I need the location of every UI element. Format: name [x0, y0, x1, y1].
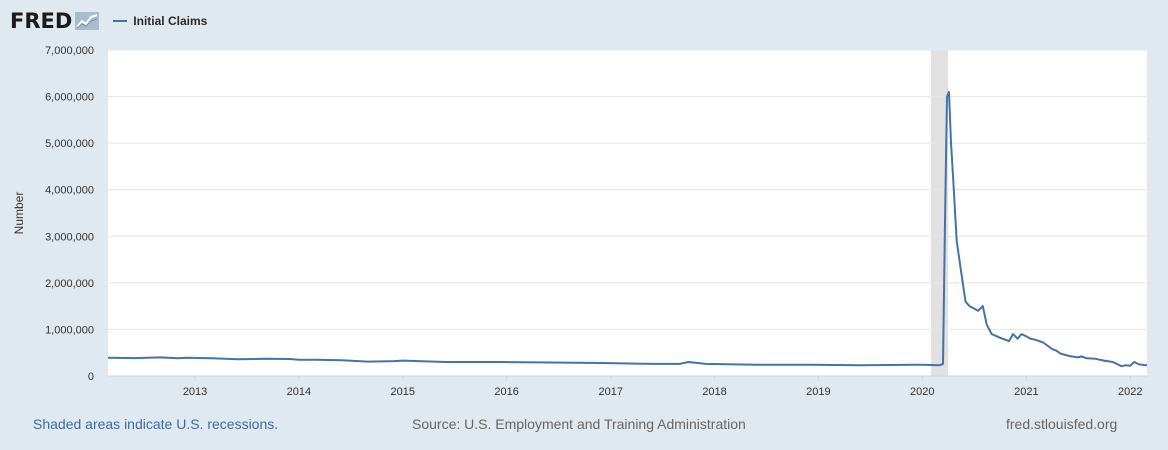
x-tick-label: 2020 [910, 386, 934, 398]
y-tick-label: 6,000,000 [45, 92, 94, 104]
y-tick-label: 2,000,000 [45, 278, 94, 290]
x-tick-label: 2021 [1014, 386, 1038, 398]
x-tick-label: 2017 [598, 386, 622, 398]
chart-footer: Shaded areas indicate U.S. recessions. S… [0, 416, 1168, 436]
series-line-initial-claims[interactable] [107, 90, 1148, 368]
fred-graph-icon [75, 12, 100, 30]
y-tick-label: 1,000,000 [45, 324, 94, 336]
x-tick-label: 2022 [1118, 386, 1142, 398]
y-axis: 0 1,000,000 2,000,000 3,000,000 4,000,000 5,0… [45, 45, 94, 383]
line-chart[interactable]: 0 1,000,000 2,000,000 3,000,000 4,000,000 5,0… [0, 0, 1168, 410]
x-tick-label: 2016 [494, 386, 518, 398]
x-tick-label: 2018 [702, 386, 726, 398]
y-axis-label: Number [12, 192, 26, 235]
y-tick-label: 4,000,000 [45, 185, 94, 197]
y-tick-label: 5,000,000 [45, 138, 94, 150]
fred-logo[interactable]: FRED [10, 9, 100, 33]
fred-url[interactable]: fred.stlouisfed.org [1006, 416, 1118, 432]
legend-swatch [113, 20, 128, 22]
plot-area [108, 50, 1147, 376]
legend[interactable]: Initial Claims [113, 14, 207, 28]
y-tick-label: 7,000,000 [45, 45, 94, 57]
series [107, 90, 1148, 368]
x-tick-label: 2014 [287, 386, 311, 398]
chart-header: FRED Initial Claims [10, 8, 207, 34]
fred-logo-text: FRED [10, 9, 73, 33]
legend-label-initial-claims: Initial Claims [133, 14, 208, 28]
x-tick-label: 2013 [183, 386, 207, 398]
y-tick-label: 3,000,000 [45, 231, 94, 243]
recession-note-link[interactable]: Shaded areas indicate U.S. recessions. [33, 416, 279, 432]
x-axis: 2013 2014 2015 2016 2017 2018 2019 2020 2021 2022 [108, 375, 1147, 398]
y-tick-label: 0 [88, 371, 94, 383]
x-tick-label: 2019 [806, 386, 830, 398]
source-text: Source: U.S. Employment and Training Adm… [412, 416, 746, 432]
x-tick-label: 2015 [391, 386, 415, 398]
